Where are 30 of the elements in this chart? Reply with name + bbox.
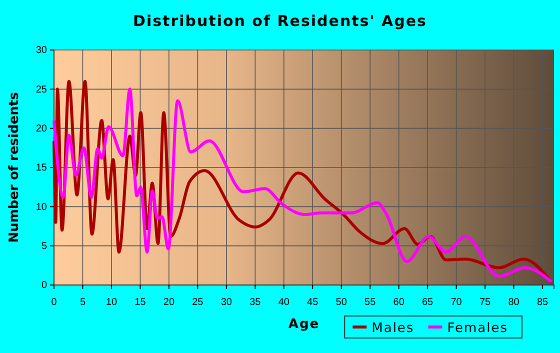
x-tick-label: 65 <box>422 297 434 308</box>
x-tick-label: 0 <box>51 297 58 308</box>
y-tick-label: 0 <box>41 280 48 292</box>
x-tick-label: 80 <box>508 297 520 308</box>
y-tick-label: 20 <box>36 124 48 135</box>
x-tick-label: 50 <box>336 297 348 308</box>
x-tick-label: 25 <box>192 297 204 308</box>
y-axis-title: Number of residents <box>7 92 22 243</box>
chart-title: Distribution of Residents' Ages <box>133 12 427 30</box>
x-tick-label: 5 <box>80 297 86 308</box>
y-tick-label: 25 <box>36 84 48 96</box>
x-tick-label: 60 <box>393 297 405 308</box>
x-tick-label: 35 <box>250 297 262 308</box>
x-tick-label: 10 <box>106 297 118 308</box>
x-tick-label: 40 <box>278 297 290 308</box>
legend-label: Males <box>372 321 414 336</box>
y-tick-label: 5 <box>41 241 48 252</box>
legend-label: Females <box>447 321 508 336</box>
x-tick-label: 30 <box>220 297 232 308</box>
x-axis-title: Age <box>288 317 320 332</box>
x-tick-label: 85 <box>536 297 549 308</box>
x-tick-label: 45 <box>307 297 319 308</box>
y-tick-label: 30 <box>36 45 48 56</box>
x-tick-label: 15 <box>134 297 146 308</box>
x-tick-label: 75 <box>479 297 492 308</box>
x-tick-label: 55 <box>364 297 376 308</box>
y-tick-label: 10 <box>36 202 48 213</box>
x-tick-label: 20 <box>163 297 175 308</box>
y-tick-label: 15 <box>36 162 48 174</box>
x-tick-label: 70 <box>450 297 462 308</box>
